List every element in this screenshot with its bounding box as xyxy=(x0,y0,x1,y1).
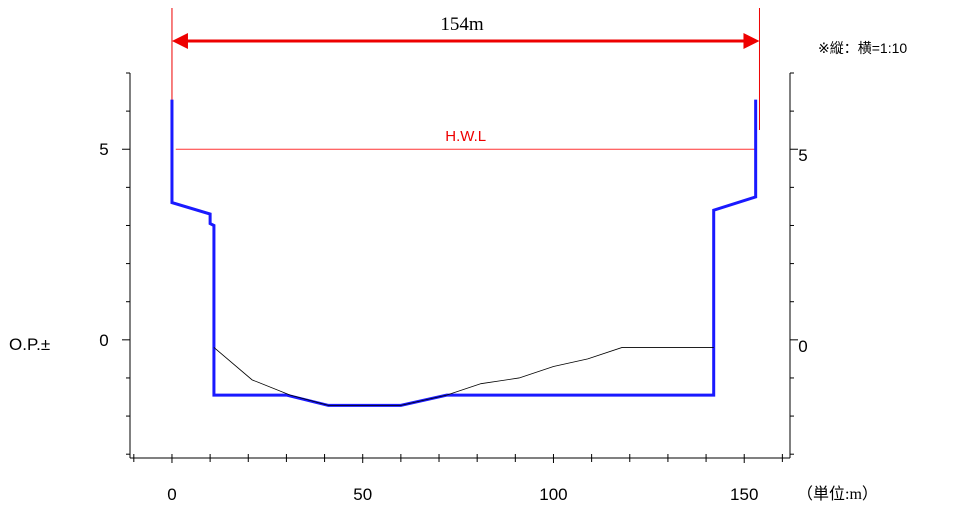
x-tick-label: 150 xyxy=(730,485,758,504)
x-tick-label: 100 xyxy=(539,485,567,504)
levee-section-line xyxy=(170,99,758,407)
right-y-tick-label: 0 xyxy=(798,337,807,356)
hwl-label: H.W.L xyxy=(445,128,486,145)
unit-label: （単位:m） xyxy=(797,485,878,503)
right-y-tick-label: 5 xyxy=(798,146,807,165)
chart-marks: H.W.L xyxy=(170,8,760,407)
left-y-tick-label: 0 xyxy=(99,331,108,350)
left-y-tick-label: 5 xyxy=(99,140,108,159)
scale-note: ※縦：横=1:10 xyxy=(818,40,907,56)
y-axis-prefix: O.P.± xyxy=(9,335,50,354)
width-arrowhead-right xyxy=(743,33,760,49)
x-tick-label: 0 xyxy=(167,485,176,504)
x-tick-label: 50 xyxy=(353,485,372,504)
width-arrowhead-left xyxy=(171,33,188,49)
width-annotation-label: 154m xyxy=(440,14,484,35)
riverbed-line xyxy=(213,347,714,406)
